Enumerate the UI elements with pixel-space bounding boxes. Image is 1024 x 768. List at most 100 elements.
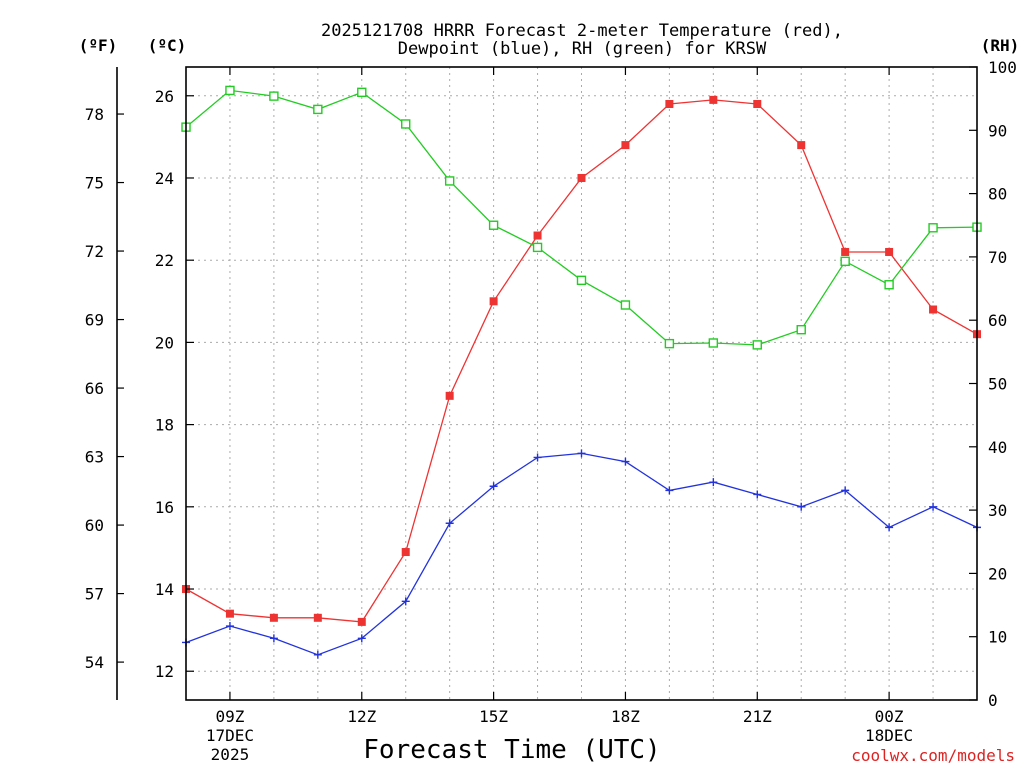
celsius-tick-label: 26: [155, 87, 174, 106]
temperature-point: [797, 141, 806, 150]
celsius-tick-label: 24: [155, 169, 174, 188]
rh-point: [269, 91, 279, 101]
rh-point: [928, 223, 938, 233]
celsius-tick-label: 18: [155, 416, 174, 435]
temperature-point: [841, 247, 850, 256]
dewpoint-point: [489, 482, 498, 491]
dewpoint-point: [797, 502, 806, 511]
dewpoint-point: [621, 457, 630, 466]
fahrenheit-axis: 54 57 60 63 66 69 72 75 78: [85, 67, 124, 700]
series-lines: [181, 85, 982, 659]
rh-point: [488, 220, 499, 230]
x-tick-date: 18DEC: [865, 726, 913, 745]
x-tick-label: 12Z: [347, 707, 376, 726]
dewpoint-point: [357, 634, 366, 643]
x-tick-label: 15Z: [479, 707, 508, 726]
fahrenheit-tick-label: 60: [85, 516, 104, 535]
dewpoint-point: [533, 453, 542, 462]
fahrenheit-tick-label: 54: [85, 653, 104, 672]
chart-title-line1: 2025121708 HRRR Forecast 2-meter Tempera…: [321, 21, 843, 41]
rh-tick-label: 20: [988, 564, 1007, 583]
dewpoint-point: [225, 622, 234, 631]
rh-point: [708, 338, 719, 348]
dewpoint-point: [401, 597, 410, 606]
dewpoint-point: [313, 650, 322, 659]
rh-tick-label: 0: [988, 691, 998, 710]
fahrenheit-tick-label: 66: [85, 379, 104, 398]
x-tick-label: 09Z: [215, 707, 244, 726]
plot-frame: [185, 66, 978, 701]
dewpoint-point: [753, 490, 762, 499]
rh-point: [664, 338, 675, 349]
fahrenheit-tick-label: 57: [85, 585, 104, 604]
fahrenheit-tick-label: 72: [85, 242, 104, 261]
watermark: coolwx.com/models: [851, 746, 1015, 765]
rh-point: [884, 280, 894, 290]
rh-point: [840, 256, 850, 267]
grid: [186, 67, 977, 700]
dewpoint-point: [885, 523, 894, 532]
dewpoint-point: [577, 449, 586, 458]
rh-tick-label: 60: [988, 311, 1007, 330]
temperature-point: [929, 305, 938, 314]
dewpoint-point: [709, 478, 718, 487]
x-tick-date: 17DEC: [206, 726, 254, 745]
temperature-point: [885, 247, 894, 256]
celsius-tick-label: 22: [155, 251, 174, 270]
rh-point: [752, 340, 762, 350]
celsius-tick-label: 20: [155, 333, 174, 352]
temperature-point: [401, 548, 410, 557]
temperature-point: [357, 617, 366, 626]
temperature-point: [313, 613, 322, 622]
dewpoint-point: [269, 634, 278, 643]
temperature-point: [533, 231, 542, 240]
rh-unit-label: (RH): [981, 36, 1020, 55]
x-tick-year: 2025: [211, 745, 250, 764]
temperature-point: [577, 173, 586, 182]
rh-point: [313, 104, 323, 115]
dewpoint-point: [665, 486, 674, 495]
fahrenheit-tick-label: 63: [85, 448, 104, 467]
rh-tick-label: 90: [988, 121, 1007, 140]
rh-tick-label: 10: [988, 628, 1007, 647]
rh-point: [401, 119, 411, 129]
temperature-point: [269, 613, 278, 622]
rh-point: [532, 242, 543, 253]
dewpoint-point: [841, 486, 850, 495]
rh-point: [620, 300, 631, 310]
x-axis-label: Forecast Time (UTC): [363, 735, 660, 765]
chart-title-line2: Dewpoint (blue), RH (green) for KRSW: [398, 39, 767, 59]
fahrenheit-tick-label: 69: [85, 311, 104, 330]
celsius-tick-label: 12: [155, 662, 174, 681]
rh-tick-label: 70: [988, 248, 1007, 267]
rh-tick-label: 100: [988, 58, 1017, 77]
rh-tick-label: 50: [988, 375, 1007, 394]
dewpoint-point: [929, 502, 938, 511]
rh-point: [225, 85, 235, 96]
rh-point: [357, 87, 367, 98]
fahrenheit-tick-label: 78: [85, 105, 104, 124]
rh-tick-label: 40: [988, 438, 1007, 457]
celsius-tick-label: 16: [155, 498, 174, 517]
temperature-point: [621, 141, 630, 150]
rh-point: [796, 324, 806, 335]
temperature-point: [709, 95, 718, 104]
temperature-point: [225, 609, 234, 618]
fahrenheit-unit-label: (ºF): [79, 36, 118, 55]
temperature-point: [489, 297, 498, 306]
temperature-point: [753, 99, 762, 108]
temperature-point: [445, 391, 454, 400]
fahrenheit-tick-label: 75: [85, 174, 104, 193]
rh-point: [444, 176, 455, 186]
celsius-unit-label: (ºC): [148, 36, 187, 55]
rh-point: [576, 275, 587, 286]
rh-tick-label: 80: [988, 185, 1007, 204]
celsius-tick-label: 14: [155, 580, 174, 599]
x-tick-label: 18Z: [611, 707, 640, 726]
x-tick-label: 21Z: [743, 707, 772, 726]
celsius-axis: 12 14 16 18 20 22 24 26: [155, 87, 194, 681]
dewpoint-point: [445, 519, 454, 528]
rh-axis: 0 10 20 30 40 50 60 70 80 90 100: [969, 58, 1017, 710]
